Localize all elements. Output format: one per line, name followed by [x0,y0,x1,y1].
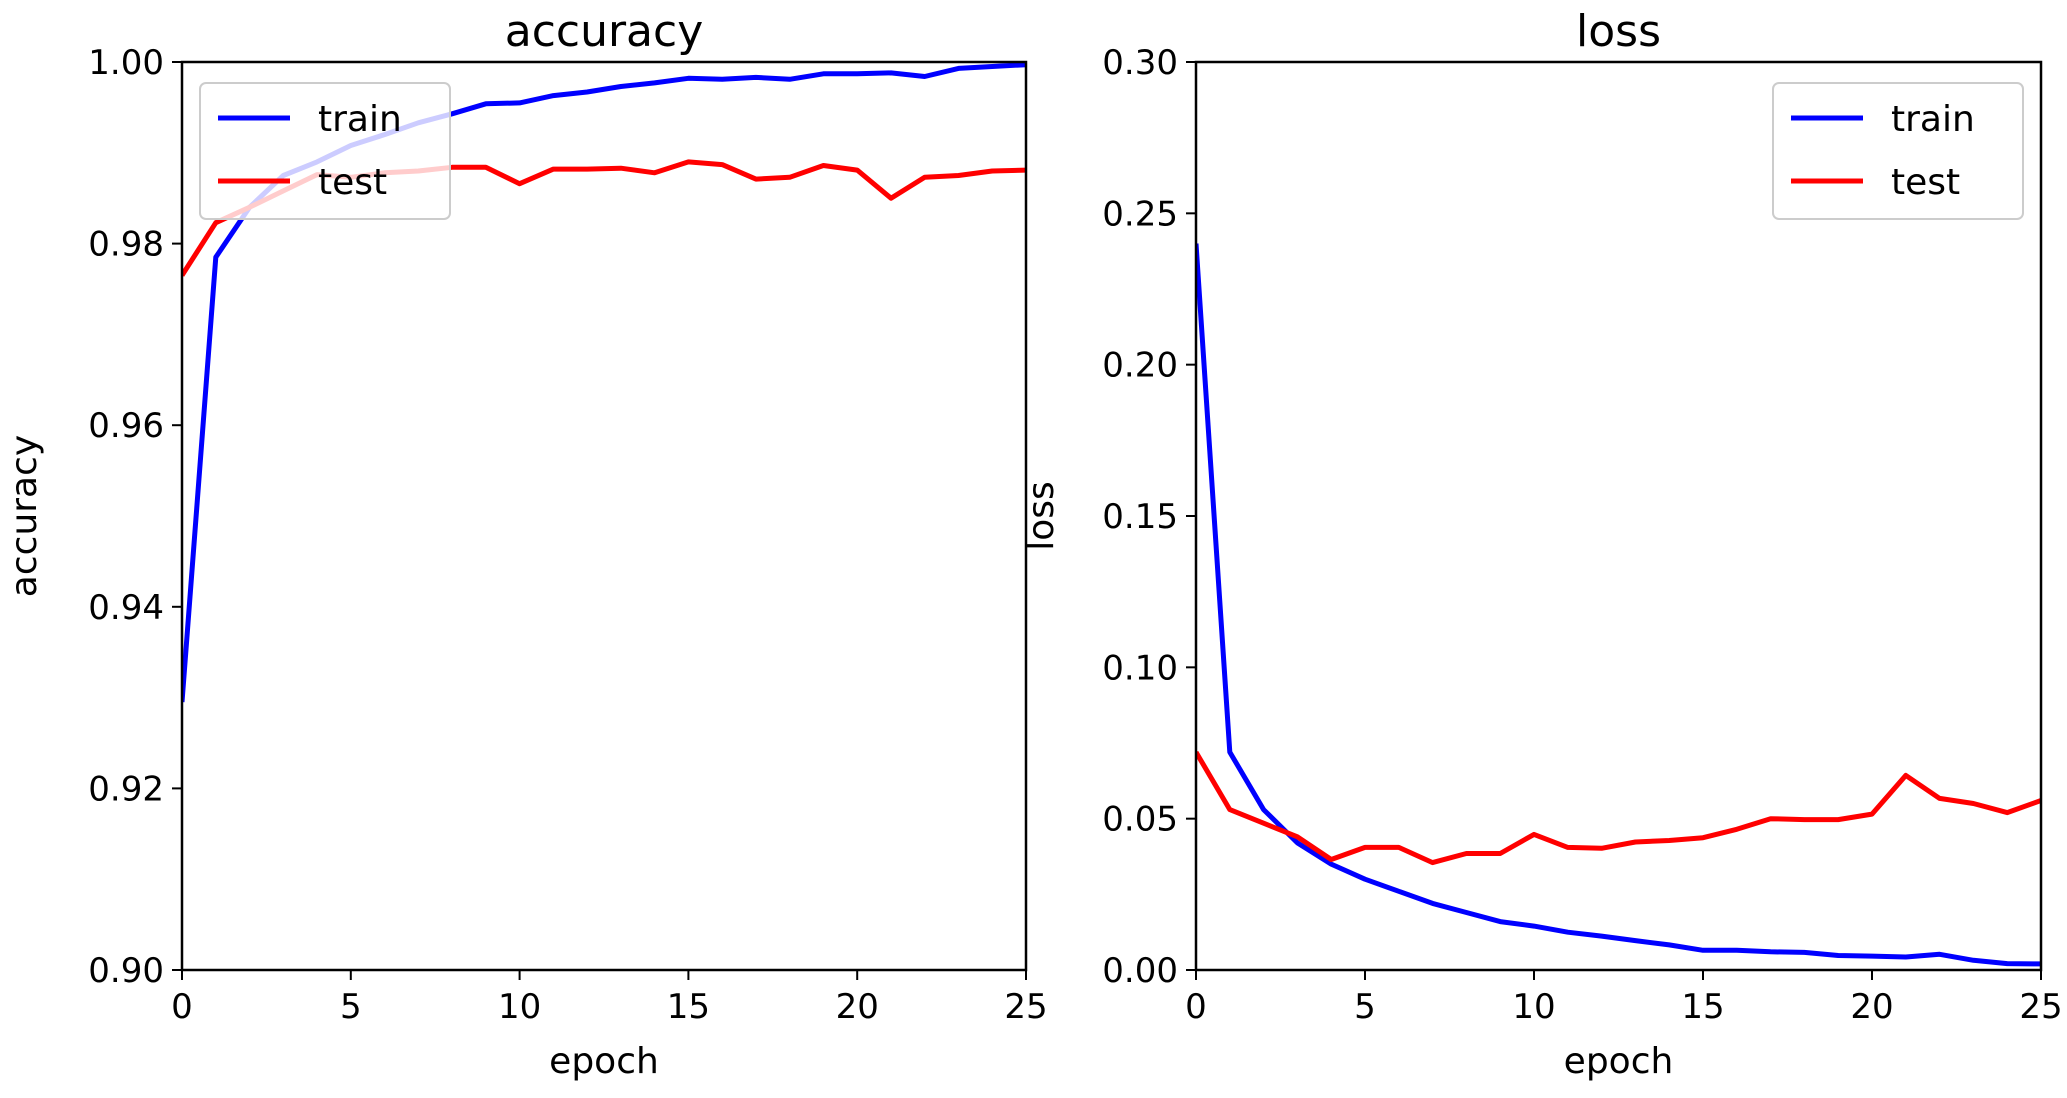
legend-label-test: test [318,162,387,203]
legend: train test [199,82,451,220]
chart-accuracy: accuracy 0 5 10 15 20 25 0.90 0.92 0.94 0.96 0.98 1.… [4,6,1048,1082]
y-axis-label: accuracy [4,435,45,597]
legend-label-train: train [1891,99,1975,140]
y-tick-label: 0.94 [88,588,164,628]
x-tick-label: 20 [1850,987,1893,1027]
chart-loss: loss 0 5 10 15 20 25 0.00 0.05 0.10 0.15 0.20 0.25 0.… [1021,6,2063,1082]
y-tick-label: 0.20 [1102,346,1178,386]
x-tick-label: 25 [1004,987,1047,1027]
legend: train test [1772,82,2024,220]
x-tick-label: 0 [171,987,193,1027]
series-line-train [1196,243,2041,967]
x-axis-label: epoch [549,1041,659,1082]
y-tick-label: 0.00 [1102,951,1178,991]
y-tick-label: 0.90 [88,951,164,991]
x-tick-label: 25 [2019,987,2062,1027]
y-tick-label: 0.30 [1102,43,1178,83]
chart-title: loss [1576,6,1661,57]
legend-label-test: test [1891,162,1960,203]
y-tick-label: 0.98 [88,225,164,265]
x-tick-label: 10 [498,987,541,1027]
x-axis-label: epoch [1564,1041,1674,1082]
y-axis-label: loss [1021,481,1062,551]
y-tick-label: 0.10 [1102,648,1178,688]
legend-label-train: train [318,99,402,140]
x-tick-label: 0 [1185,987,1207,1027]
y-tick-label: 0.15 [1102,497,1178,537]
y-tick-label: 0.96 [88,406,164,446]
x-tick-label: 5 [1354,987,1376,1027]
x-tick-label: 20 [836,987,879,1027]
y-tick-label: 1.00 [88,43,164,83]
series-line-test [1196,750,2041,866]
y-tick-label: 0.92 [88,769,164,809]
y-tick-label: 0.05 [1102,800,1178,840]
x-tick-label: 15 [1681,987,1724,1027]
axes-frame [180,60,1028,972]
y-tick-label: 0.25 [1102,194,1178,234]
x-tick-label: 5 [340,987,362,1027]
x-tick-label: 10 [1512,987,1555,1027]
x-tick-label: 15 [667,987,710,1027]
chart-title: accuracy [505,6,704,57]
